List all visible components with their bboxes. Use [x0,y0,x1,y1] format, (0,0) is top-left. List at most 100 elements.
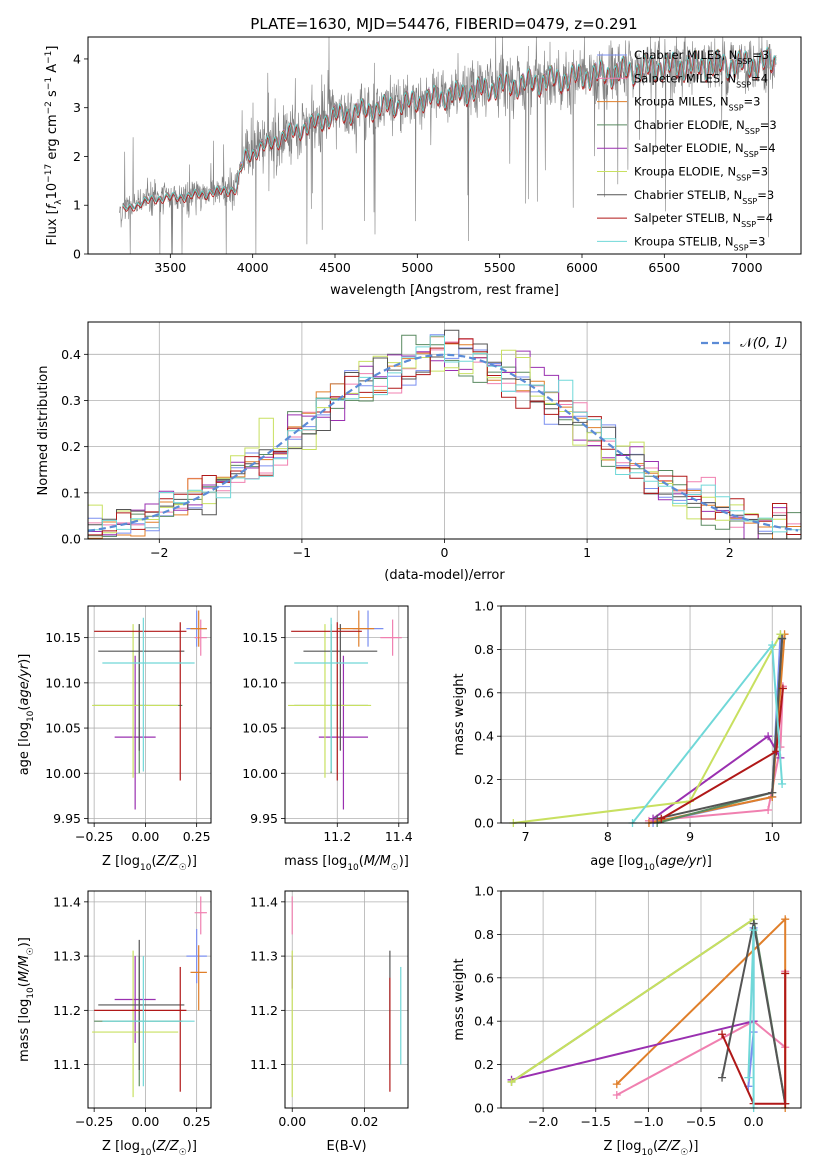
axes-frame [87,36,802,255]
x-tick-label: 1 [583,545,591,560]
y-tick-label: 1.0 [474,599,494,614]
x-tick-label: 11.2 [323,829,351,844]
legend-entry: Salpeter STELIB, NSSP=4 [634,211,773,229]
axes-frame [87,605,212,824]
x-axis-label: Z [log10(Z/Z☉)] [604,1139,699,1158]
y-tick-label: 10.00 [242,766,278,781]
x-tick-label: 4500 [319,260,351,275]
x-tick-label: 9 [686,829,694,844]
weight-marker [612,1090,621,1099]
y-tick-label: 10.05 [45,721,81,736]
age-vs-mass-panel: 11.2 11.4 9.95 10.00 10.05 10.10 10.15 mass [lo… [242,605,413,873]
y-axis-label: mass weight [452,958,467,1040]
y-axis-label: mass weight [452,673,467,755]
y-tick-label: 0 [73,247,81,262]
y-tick-label: 0.0 [61,532,81,547]
weight-line-kroupa-elodie [513,633,782,824]
y-tick-label: 11.4 [250,894,278,909]
x-tick-label: 0.00 [278,1114,306,1129]
y-tick-label: 11.3 [250,949,278,964]
x-tick-label: −1.0 [633,1114,663,1129]
y-tick-label: 0.2 [474,1057,494,1072]
legend-entry: Kroupa MILES, NSSP=3 [634,95,760,113]
weight-marker [781,969,790,978]
y-tick-label: 1 [73,198,81,213]
x-axis-label: Z [log10(Z/Z☉)] [102,854,197,873]
x-axis-label: (data-model)/error [384,568,505,583]
x-tick-label: 5500 [484,260,516,275]
x-tick-label: −0.25 [75,1114,113,1129]
y-tick-label: 11.1 [53,1057,81,1072]
x-tick-label: 8 [604,829,612,844]
age-vs-Z-panel: −0.25 0.00 0.25 9.95 10.00 10.05 10.10 10.15 Z [… [17,605,212,873]
legend-entry: Chabrier ELODIE, NSSP=3 [634,118,777,136]
x-axis-label: age [log10(age/yr)] [590,854,712,873]
x-tick-label: 6500 [648,260,680,275]
weight-marker [718,1030,727,1039]
x-tick-label: 0.25 [183,1114,211,1129]
x-tick-label: 3500 [154,260,186,275]
axes-frame [284,605,409,824]
y-axis-label: Flux [fλ10−17 erg cm−2 s−1 A−1] [44,46,64,246]
normal-distribution-curve [87,353,799,532]
spectrum-panel: 3500 4000 4500 5000 5500 6000 6500 7000 0 1 2 3 4 wav… [44,36,802,298]
weight-marker [778,634,787,643]
x-tick-label: −1 [293,545,311,560]
x-tick-label: −1.5 [581,1114,611,1129]
axes-frame [500,605,802,824]
weight-marker [507,1077,516,1086]
y-tick-label: 11.1 [250,1057,278,1072]
y-axis-label: Normed distribution [36,366,51,496]
weight-line-salpeter-elodie [511,1020,754,1081]
weight-line-kroupa-elodie [510,918,755,1083]
y-tick-label: 11.3 [53,949,81,964]
weight-marker [764,805,773,814]
y-tick-label: 0.3 [61,393,81,408]
model-line-kroupa-stelib [122,46,777,210]
y-tick-label: 0.0 [474,1101,494,1116]
y-tick-label: 10.15 [45,630,81,645]
x-axis-label: E(B-V) [326,1139,366,1154]
y-tick-label: 9.95 [250,811,278,826]
y-tick-label: 0.2 [474,772,494,787]
y-tick-label: 11.2 [250,1003,278,1018]
axes-frame [284,890,409,1109]
weight-marker [657,814,666,823]
y-tick-label: 0.6 [474,685,494,700]
x-tick-label: 4000 [237,260,269,275]
y-tick-label: 0.8 [474,642,494,657]
y-tick-label: 0.8 [474,927,494,942]
mass-vs-Z-panel: −0.25 0.00 0.25 11.1 11.2 11.3 11.4 Z [log10(Z/… [17,890,212,1158]
y-tick-label: 0.4 [474,729,494,744]
y-tick-label: 4 [73,51,81,66]
weight-line-salpeter-stelib [721,973,787,1105]
x-tick-label: 5000 [401,260,433,275]
x-tick-label: −0.25 [75,829,113,844]
weight-vs-age-panel: 7 8 9 10 0.0 0.2 0.4 0.6 0.8 1.0 age [log10(age/yr… [452,599,802,873]
weight-marker [749,926,758,935]
y-tick-label: 10.15 [242,630,278,645]
y-tick-label: 9.95 [53,811,81,826]
x-tick-label: 2 [726,545,734,560]
legend-entry: Kroupa ELODIE, NSSP=3 [634,165,768,183]
x-tick-label: 10 [764,829,780,844]
y-tick-label: 0.6 [474,970,494,985]
weight-marker [781,915,790,924]
x-axis-label: Z [log10(Z/Z☉)] [102,1139,197,1158]
x-tick-label: 7 [522,829,530,844]
legend-entry: Salpeter ELODIE, NSSP=4 [634,141,776,159]
x-tick-label: −2 [150,545,168,560]
axes-frame [87,890,212,1109]
y-tick-label: 10.10 [242,675,278,690]
x-axis-label: wavelength [Angstrom, rest frame] [330,283,559,298]
weight-marker [778,684,787,693]
histogram-kroupa-elodie [88,349,801,539]
histogram-salpeter-elodie [88,350,801,539]
x-tick-label: 0 [441,545,449,560]
weight-marker [778,779,787,788]
legend-entry: Salpeter MILES, NSSP=4 [634,71,768,89]
y-axis-label: age [log10(age/yr)] [17,654,36,776]
x-tick-label: 0.25 [183,829,211,844]
y-tick-label: 10.10 [45,675,81,690]
y-tick-label: 0.0 [474,816,494,831]
